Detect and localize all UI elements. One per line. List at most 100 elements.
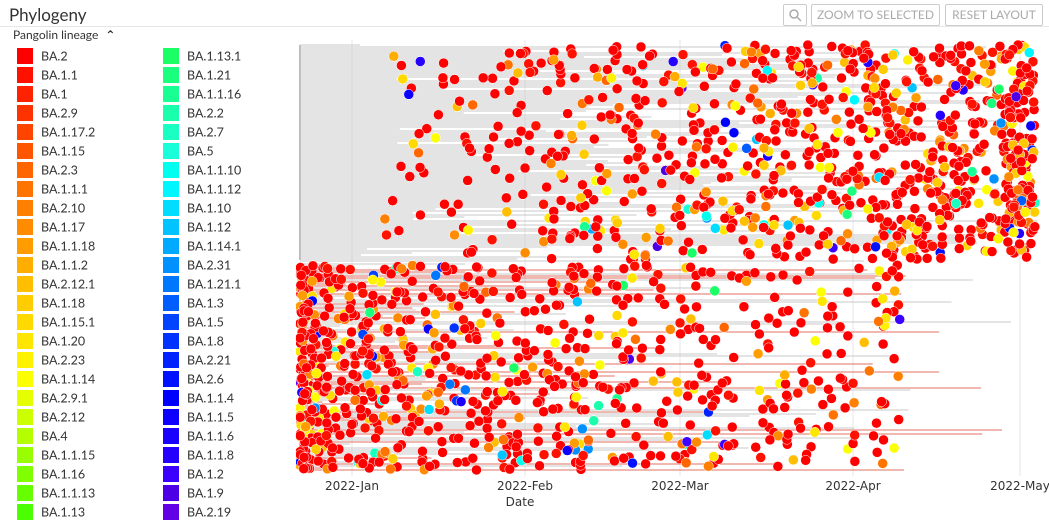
legend-item[interactable]: BA.2.12.1	[17, 275, 95, 292]
legend-item[interactable]: BA.1.8	[163, 332, 224, 349]
tip	[1020, 206, 1031, 218]
reset-layout-button[interactable]: RESET LAYOUT	[945, 4, 1043, 26]
tip	[1021, 251, 1032, 263]
tip	[572, 296, 583, 308]
legend-item[interactable]: BA.2.9.1	[17, 389, 88, 406]
tip	[928, 51, 939, 63]
tip	[506, 218, 517, 230]
tip	[768, 219, 780, 231]
tip	[388, 50, 399, 62]
legend-item[interactable]: BA.1.18	[17, 294, 85, 311]
legend-item[interactable]: BA.1.1	[17, 66, 78, 83]
legend-label: BA.2.23	[41, 352, 86, 368]
tip	[471, 334, 483, 345]
legend-item[interactable]: BA.2.10	[17, 199, 85, 216]
legend-item[interactable]: BA.1.1.12	[163, 180, 241, 197]
legend-item[interactable]: BA.1.1.18	[17, 237, 95, 254]
legend-item[interactable]: BA.1.14.1	[163, 237, 241, 254]
tip	[606, 72, 617, 84]
tip	[403, 89, 415, 100]
tip	[584, 313, 595, 325]
legend-item[interactable]: BA.1.20	[17, 332, 85, 349]
legend-item[interactable]: BA.5	[163, 142, 214, 159]
legend-item[interactable]: BA.2	[17, 47, 68, 64]
tip	[453, 433, 464, 444]
legend-item[interactable]: BA.1.1.2	[17, 256, 88, 273]
tip	[783, 305, 794, 316]
legend-item[interactable]: BA.1.12	[163, 218, 231, 235]
legend-item[interactable]: BA.2.6	[163, 370, 224, 387]
tip	[1008, 227, 1019, 238]
tip	[297, 316, 309, 328]
legend-item[interactable]: BA.1.17	[17, 218, 85, 235]
legend-label: BA.1.15.1	[41, 314, 96, 330]
tip	[1026, 133, 1038, 145]
legend-item[interactable]: BA.1.1.8	[163, 446, 234, 463]
legend-item[interactable]: BA.1.13.1	[163, 47, 241, 64]
legend-item[interactable]: BA.2.3	[17, 161, 78, 178]
legend-label: BA.1.15	[41, 143, 86, 159]
tip	[296, 270, 307, 281]
tip	[708, 451, 719, 462]
tip	[909, 203, 921, 214]
zoom-icon-button[interactable]	[783, 4, 807, 26]
legend-label: BA.1.21	[187, 67, 232, 83]
legend-swatch	[163, 142, 179, 159]
tip	[954, 243, 965, 254]
legend-item[interactable]: BA.1.1.6	[163, 427, 234, 444]
legend-item[interactable]: BA.1.15.1	[17, 313, 95, 330]
legend-item[interactable]: BA.1.1.14	[17, 370, 95, 387]
legend-item[interactable]: BA.1.16	[17, 465, 85, 482]
legend-item[interactable]: BA.1.5	[163, 313, 224, 330]
legend-item[interactable]: BA.2.21	[163, 351, 231, 368]
legend-item[interactable]: BA.1.1.13	[17, 484, 95, 501]
tip	[822, 148, 834, 159]
tip	[412, 366, 423, 378]
tip	[738, 301, 750, 312]
legend-item[interactable]: BA.2.23	[17, 351, 85, 368]
legend-item[interactable]: BA.1.3	[163, 294, 224, 311]
zoom-to-selected-button[interactable]: ZOOM TO SELECTED	[811, 4, 940, 26]
legend-item[interactable]: BA.1.2	[163, 465, 224, 482]
legend-item[interactable]: BA.1.10	[163, 199, 231, 216]
legend-item[interactable]: BA.1.13	[17, 503, 85, 520]
legend-item[interactable]: BA.2.7	[163, 123, 224, 140]
legend-item[interactable]: BA.1.1.16	[163, 85, 241, 102]
legend-item[interactable]: BA.2.31	[163, 256, 231, 273]
tip	[334, 385, 345, 397]
legend-item[interactable]: BA.2.19	[163, 503, 231, 520]
tip	[655, 282, 667, 294]
legend-item[interactable]: BA.1.9	[163, 484, 224, 501]
legend-item[interactable]: BA.1.21.1	[163, 275, 241, 292]
tip	[981, 184, 992, 195]
legend-item[interactable]: BA.1.1.10	[163, 161, 241, 178]
legend-item[interactable]: BA.1.1.15	[17, 446, 95, 463]
tip	[430, 355, 441, 366]
tip	[623, 344, 634, 356]
tip	[1028, 96, 1039, 108]
tip	[822, 322, 833, 334]
legend-toggle[interactable]: Pangolin lineage ⌃	[13, 27, 115, 42]
legend-item[interactable]: BA.1.1.4	[163, 389, 234, 406]
tip	[749, 212, 761, 224]
legend-item[interactable]: BA.1.21	[163, 66, 231, 83]
tip	[877, 458, 888, 469]
legend-item[interactable]: BA.1.15	[17, 142, 85, 159]
tip	[821, 348, 833, 360]
legend-item[interactable]: BA.1	[17, 85, 68, 102]
tip	[392, 312, 404, 324]
tip	[798, 377, 810, 388]
legend-swatch	[17, 161, 33, 178]
legend-item[interactable]: BA.1.1.1	[17, 180, 88, 197]
legend-item[interactable]: BA.2.9	[17, 104, 78, 121]
tip	[878, 142, 890, 154]
legend-item[interactable]: BA.4	[17, 427, 68, 444]
tip	[620, 418, 631, 429]
legend-item[interactable]: BA.1.17.2	[17, 123, 95, 140]
tip	[882, 112, 893, 124]
legend-item[interactable]: BA.2.2	[163, 104, 224, 121]
legend-item[interactable]: BA.2.12	[17, 408, 85, 425]
legend-item[interactable]: BA.1.1.5	[163, 408, 234, 425]
tip	[458, 281, 470, 292]
tip	[915, 131, 927, 143]
